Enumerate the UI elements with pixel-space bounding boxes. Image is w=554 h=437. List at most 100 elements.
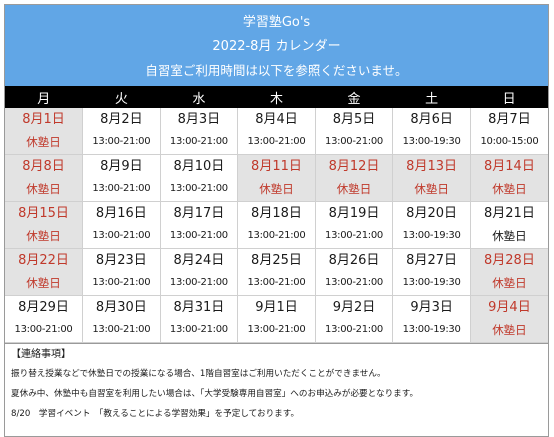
day-cell: 8月13日休塾日 <box>392 154 471 202</box>
day-cell: 8月29日 13:00-21:00 <box>5 295 84 343</box>
note-item: 振り替え授業などで休塾日での授業になる場合、1階自習室はご利用いただくことができ… <box>11 369 386 379</box>
day-closed-label: 休塾日 <box>492 229 527 243</box>
day-closed-label: 休塾日 <box>492 276 527 290</box>
day-date: 8月5日 <box>332 112 376 127</box>
day-hours: 13:00-21:00 <box>92 136 151 147</box>
day-hours: 13:00-19:30 <box>402 277 461 288</box>
day-date: 8月9日 <box>100 159 143 174</box>
calendar-body: 8月1日 休塾日 8月2日 13:00-21:00 8月3日 13:00-21:00 8月4… <box>5 108 548 343</box>
weekday-mon: 月 <box>5 86 83 108</box>
weekday-wed: 水 <box>160 86 238 108</box>
day-date: 8月26日 <box>328 253 380 268</box>
day-date: 8月6日 <box>410 112 453 127</box>
weekday-thu: 木 <box>237 86 316 108</box>
day-hours: 13:00-21:00 <box>92 183 151 194</box>
day-cell: 8月9日 13:00-21:00 <box>82 154 161 202</box>
day-cell: 8月25日 13:00-21:00 <box>237 248 316 296</box>
day-hours: 13:00-21:00 <box>247 277 306 288</box>
day-hours: 13:00-21:00 <box>169 277 228 288</box>
day-date: 8月25日 <box>251 253 302 268</box>
day-hours: 13:00-21:00 <box>325 324 383 335</box>
day-cell: 8月19日 13:00-21:00 <box>315 201 394 249</box>
day-date: 8月12日 <box>328 159 380 174</box>
day-date: 9月1日 <box>255 300 298 315</box>
week-row: 8月15日 休塾日 8月16日 13:00-21:00 8月17日 13:00-21:00… <box>5 201 548 249</box>
day-date: 8月31日 <box>173 300 225 315</box>
day-cell: 8月2日 13:00-21:00 <box>82 108 161 155</box>
day-closed-label: 休塾日 <box>414 182 449 196</box>
day-hours: 13:00-19:30 <box>402 230 461 241</box>
day-date: 8月17日 <box>173 206 225 221</box>
weekday-tue: 火 <box>82 86 161 108</box>
day-cell: 8月20日 13:00-19:30 <box>392 201 471 249</box>
day-date: 8月16日 <box>95 206 147 221</box>
day-hours: 13:00-19:30 <box>402 324 461 335</box>
day-date: 8月13日 <box>406 159 457 174</box>
day-date: 8月11日 <box>251 159 302 174</box>
day-hours: 13:00-21:00 <box>247 136 306 147</box>
day-hours: 13:00-21:00 <box>92 230 151 241</box>
day-cell: 8月15日 休塾日 <box>5 201 84 249</box>
day-closed-label: 休塾日 <box>492 182 527 196</box>
day-cell: 8月28日休塾日 <box>470 248 548 296</box>
note-item: 夏休み中、休塾中も自習室を利用したい場合は、「大学受験専用自習室」へのお申込みが… <box>11 389 419 399</box>
day-date: 8月27日 <box>406 253 457 268</box>
day-date: 8月23日 <box>95 253 147 268</box>
day-date: 8月8日 <box>22 159 65 174</box>
day-date: 8月21日 <box>484 206 535 221</box>
day-cell: 8月14日休塾日 <box>470 154 548 202</box>
day-hours: 13:00-21:00 <box>14 324 73 335</box>
notes-section: 【連絡事項】 振り替え授業などで休塾日での授業になる場合、1階自習室はご利用いた… <box>5 343 548 436</box>
weekday-fri: 金 <box>315 86 393 108</box>
day-hours: 13:00-21:00 <box>247 324 306 335</box>
day-hours: 13:00-21:00 <box>325 136 383 147</box>
weekday-sun: 日 <box>470 86 548 108</box>
day-cell: 8月8日休塾日 <box>5 154 84 202</box>
week-row: 8月8日 休塾日 8月9日 13:00-21:00 8月10日 13:00-21:00 8月… <box>5 154 548 202</box>
day-cell: 8月1日 休塾日 <box>5 108 84 155</box>
day-date: 8月24日 <box>173 253 225 268</box>
day-cell: 8月4日 13:00-21:00 <box>237 108 316 155</box>
day-closed-label: 休塾日 <box>26 182 61 196</box>
day-cell: 8月11日 休塾日 <box>237 154 316 202</box>
day-date: 8月14日 <box>484 159 535 174</box>
day-cell: 8月18日 13:00-21:00 <box>237 201 316 249</box>
calendar-subtitle: 自習室ご利用時間は以下を参照くださいませ。 <box>145 63 408 78</box>
day-cell: 8月6日 13:00-19:30 <box>392 108 471 155</box>
day-cell: 8月5日 13:00-21:00 <box>315 108 394 155</box>
day-hours: 13:00-19:30 <box>402 136 461 147</box>
day-date: 8月10日 <box>173 159 225 174</box>
note-item: 8/20 学習イベント 「教えることによる学習効果」を予定しております。 <box>11 409 300 419</box>
notes-title: 【連絡事項】 <box>11 349 71 360</box>
day-hours: 13:00-21:00 <box>92 277 151 288</box>
day-hours: 13:00-21:00 <box>169 230 228 241</box>
day-date: 9月3日 <box>410 300 453 315</box>
day-cell: 8月30日 13:00-21:00 <box>82 295 161 343</box>
week-row: 8月1日 休塾日 8月2日 13:00-21:00 8月3日 13:00-21:00 8月4… <box>5 108 548 155</box>
day-date: 8月1日 <box>22 112 65 127</box>
day-closed-label: 休塾日 <box>26 276 61 290</box>
day-cell: 8月27日 13:00-19:30 <box>392 248 471 296</box>
day-hours: 13:00-21:00 <box>169 324 228 335</box>
week-row: 8月29日 13:00-21:00 8月30日 13:00-21:00 8月31日 13:… <box>5 295 548 343</box>
day-date: 8月18日 <box>251 206 302 221</box>
day-hours: 10:00-15:00 <box>480 136 539 147</box>
day-date: 9月4日 <box>488 300 531 315</box>
day-cell: 9月3日 13:00-19:30 <box>392 295 471 343</box>
day-cell: 8月21日休塾日 <box>470 201 548 249</box>
day-cell: 8月24日 13:00-21:00 <box>160 248 239 296</box>
day-date: 9月2日 <box>332 300 376 315</box>
day-date: 8月20日 <box>406 206 457 221</box>
day-closed-label: 休塾日 <box>26 229 61 243</box>
day-cell: 8月26日 13:00-21:00 <box>315 248 394 296</box>
week-row: 8月22日 休塾日 8月23日 13:00-21:00 8月24日 13:00-21:00… <box>5 248 548 296</box>
day-date: 8月4日 <box>255 112 298 127</box>
day-date: 8月28日 <box>484 253 535 268</box>
day-cell: 8月17日 13:00-21:00 <box>160 201 239 249</box>
day-cell: 8月12日休塾日 <box>315 154 394 202</box>
day-cell: 8月10日 13:00-21:00 <box>160 154 239 202</box>
day-cell: 8月3日 13:00-21:00 <box>160 108 239 155</box>
day-closed-label: 休塾日 <box>336 182 372 196</box>
day-cell: 8月31日 13:00-21:00 <box>160 295 239 343</box>
day-date: 8月30日 <box>95 300 147 315</box>
